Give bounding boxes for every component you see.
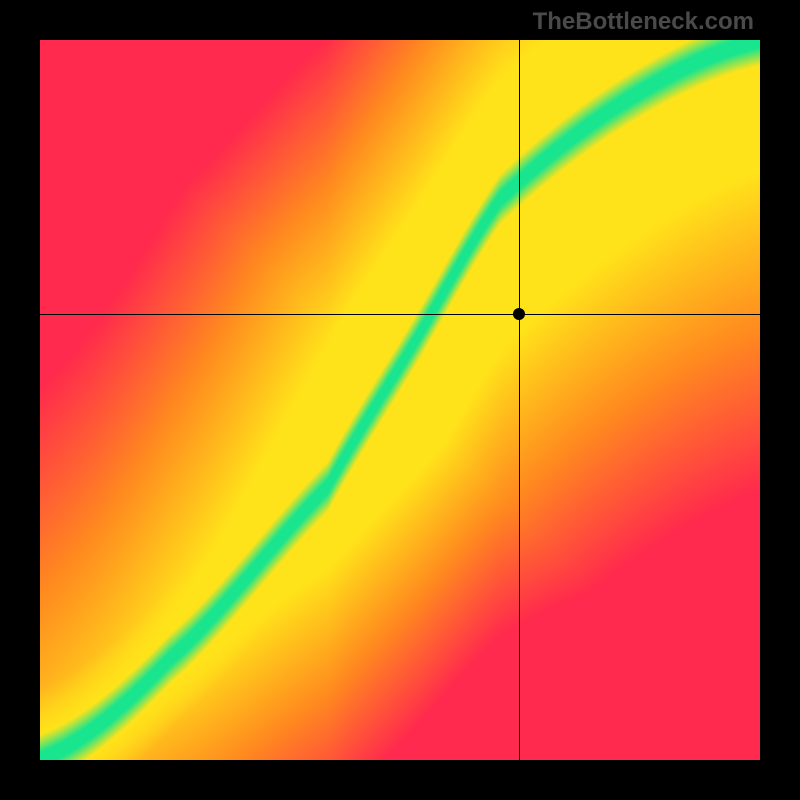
watermark-text: TheBottleneck.com [533, 8, 754, 36]
crosshair-vertical-line [519, 40, 520, 760]
crosshair-marker-dot [513, 308, 525, 320]
bottleneck-heatmap [40, 40, 760, 760]
crosshair-horizontal-line [40, 314, 760, 315]
outer-black-frame: TheBottleneck.com [0, 0, 800, 800]
